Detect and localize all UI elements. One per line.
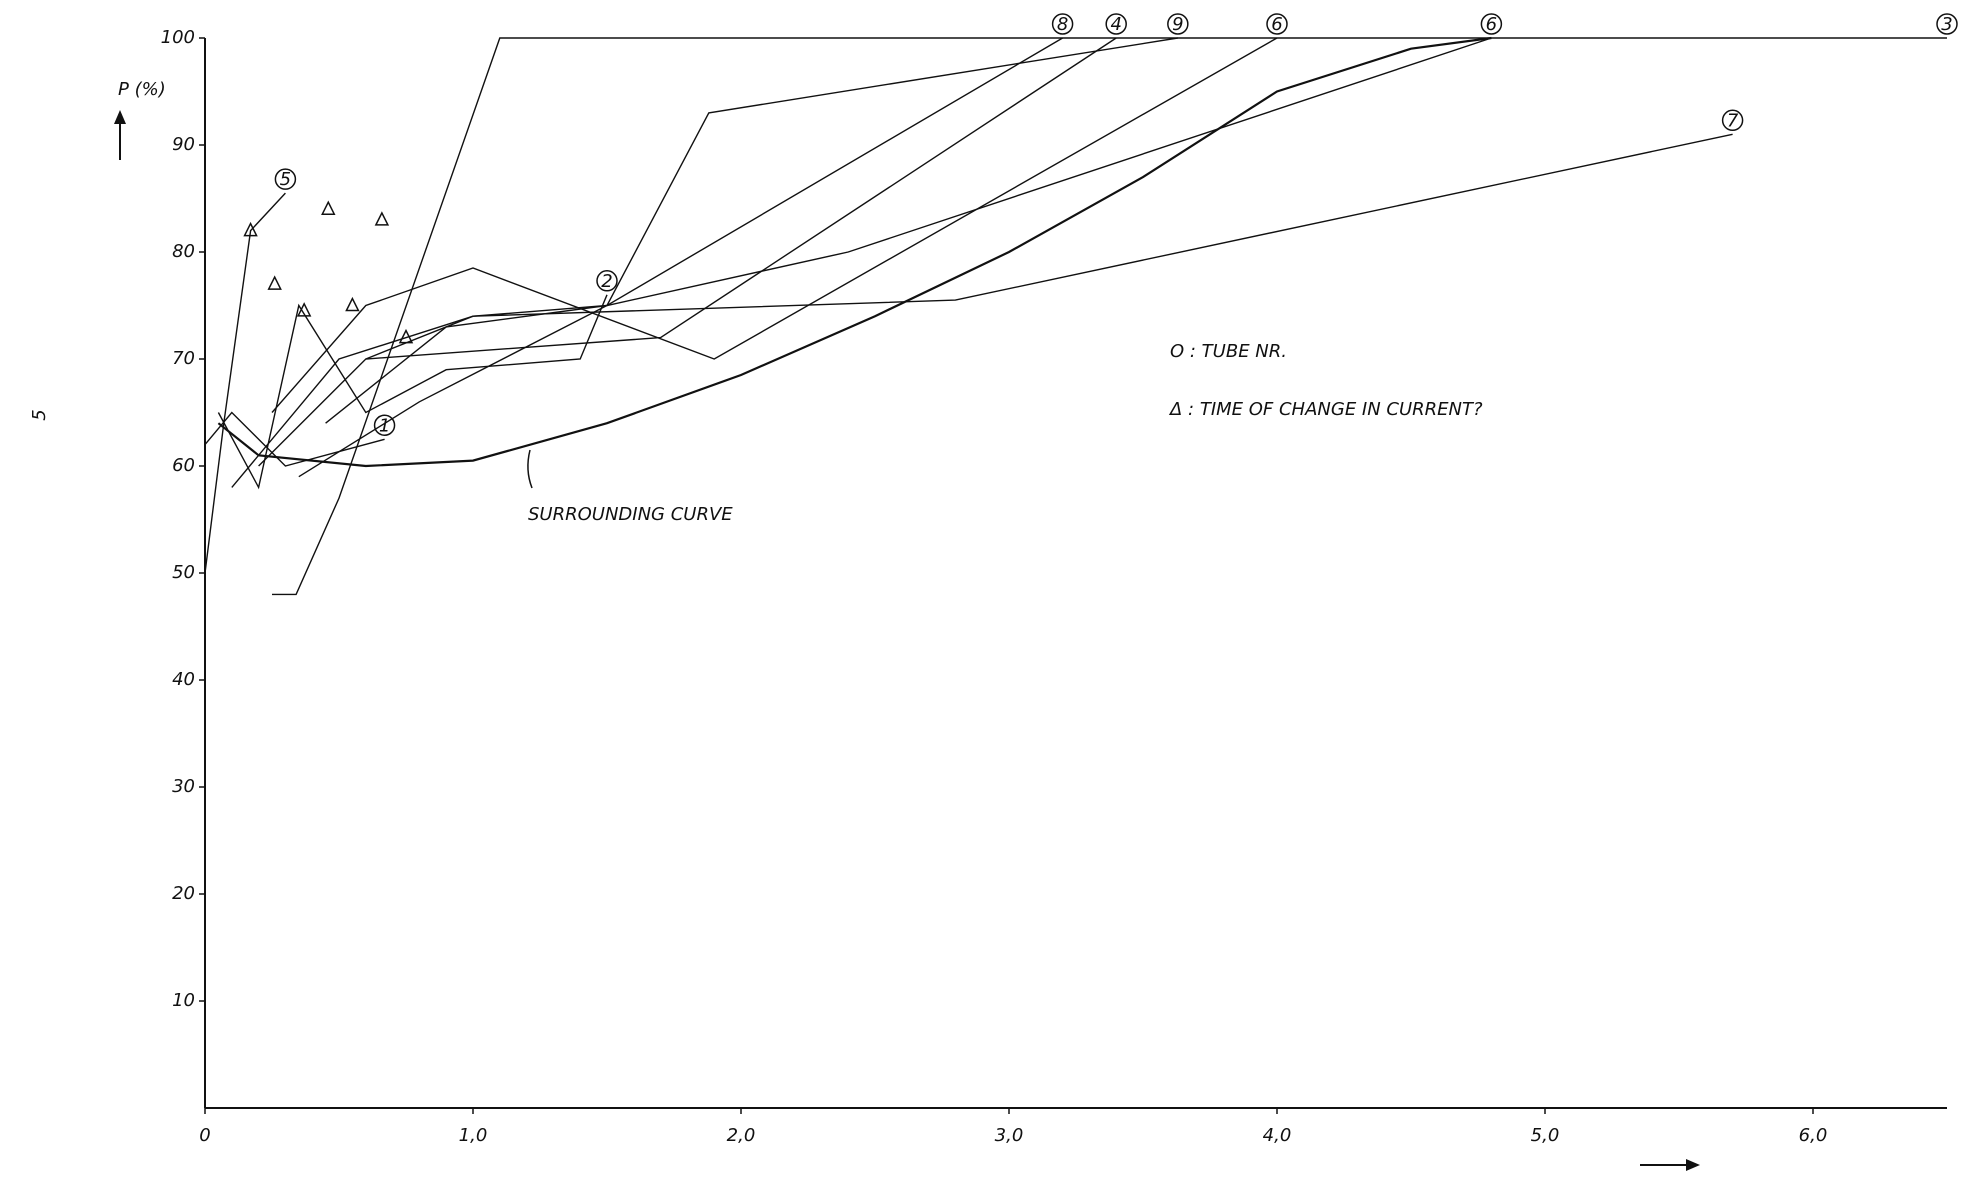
- y-tick-label: 10: [172, 990, 195, 1011]
- change-point: [376, 213, 388, 225]
- y-axis-label: P (%): [118, 79, 166, 100]
- side-mark: 5: [29, 409, 50, 420]
- tube-label: 4: [1110, 14, 1121, 35]
- tube-label: 6: [1486, 14, 1497, 35]
- annotation: O : TUBE NR.: [1170, 341, 1287, 362]
- tube-label: 3: [1941, 14, 1952, 35]
- x-tick-label: 1,0: [459, 1125, 488, 1146]
- change-point: [346, 299, 358, 311]
- tube-label: 7: [1727, 110, 1739, 131]
- annotation: Δ : TIME OF CHANGE IN CURRENT?: [1168, 399, 1483, 420]
- y-tick-label: 80: [172, 241, 195, 262]
- x-tick-label: 5,0: [1531, 1125, 1560, 1146]
- y-tick-label: 90: [172, 134, 195, 155]
- y-tick-label: 60: [172, 455, 195, 476]
- change-point: [322, 202, 334, 214]
- x-tick-label: 0: [199, 1125, 210, 1146]
- tube-label: 2: [601, 271, 612, 292]
- y-tick-label: 100: [161, 27, 195, 48]
- x-tick-label: 4,0: [1263, 1125, 1292, 1146]
- tube-label: 8: [1057, 14, 1068, 35]
- series-line: [232, 38, 1063, 487]
- series-line: [299, 38, 1178, 477]
- x-tick-label: 2,0: [727, 1125, 756, 1146]
- x-tick-label: 6,0: [1799, 1125, 1828, 1146]
- y-arrow-head: [114, 110, 126, 124]
- y-tick-label: 50: [172, 562, 195, 583]
- y-tick-label: 30: [172, 776, 195, 797]
- tube-label: 6: [1271, 14, 1282, 35]
- series-line: [218, 295, 607, 488]
- chart: P (%) 5 O : TUBE NR. Δ : TIME OF CHANGE …: [0, 0, 1974, 1189]
- tube-label: 5: [280, 169, 291, 190]
- series-line: [205, 193, 285, 573]
- x-tick-label: 3,0: [995, 1125, 1024, 1146]
- tube-label: 9: [1172, 14, 1183, 35]
- annotation-arrow: [528, 450, 532, 488]
- x-arrow-head: [1686, 1159, 1700, 1171]
- change-point: [269, 277, 281, 289]
- series-line: [272, 38, 1277, 413]
- y-tick-label: 70: [172, 348, 195, 369]
- annotation: SURROUNDING CURVE: [528, 504, 733, 525]
- y-tick-label: 40: [172, 669, 195, 690]
- y-tick-label: 20: [172, 883, 195, 904]
